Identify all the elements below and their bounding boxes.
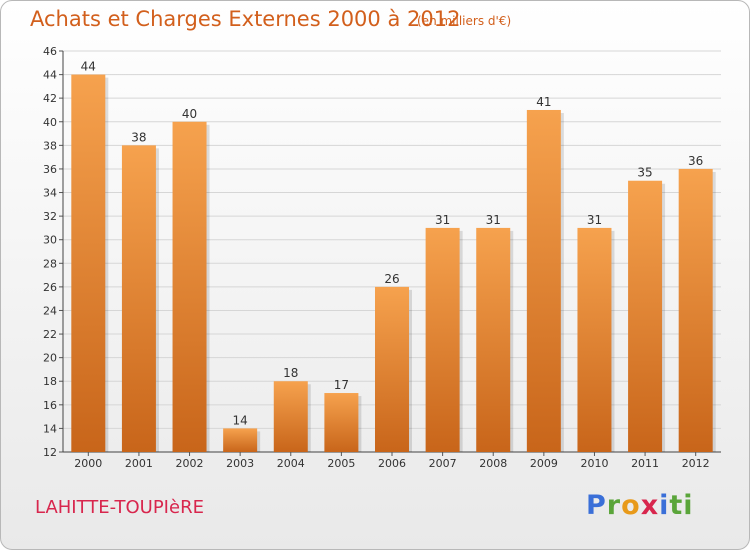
data-label: 36 <box>688 154 703 168</box>
x-tick-label: 2010 <box>580 457 608 470</box>
y-tick-label: 32 <box>43 210 57 223</box>
x-tick-label: 2000 <box>74 457 102 470</box>
bar <box>577 227 612 452</box>
location-label: LAHITTE-TOUPIèRE <box>35 497 204 518</box>
bar <box>71 74 106 453</box>
x-tick-label: 2002 <box>176 457 204 470</box>
chart-title: Achats et Charges Externes 2000 à 2012 <box>30 7 461 31</box>
y-tick-label: 26 <box>43 281 57 294</box>
data-label: 41 <box>536 95 551 109</box>
bar <box>678 168 713 453</box>
data-label: 18 <box>283 366 298 380</box>
data-label: 35 <box>637 166 652 180</box>
y-tick-label: 28 <box>43 257 57 270</box>
bar <box>172 121 207 452</box>
data-label: 14 <box>233 413 248 427</box>
x-tick-label: 2007 <box>429 457 457 470</box>
bar <box>324 393 359 452</box>
y-tick-label: 22 <box>43 328 57 341</box>
data-label: 38 <box>131 130 146 144</box>
x-tick-label: 2009 <box>530 457 558 470</box>
bar <box>476 227 511 452</box>
y-tick-label: 34 <box>43 187 57 200</box>
labels: 44 2000 38 2001 40 2002 14 2003 18 2004 17 2005 26 20… <box>74 60 709 470</box>
x-tick-label: 2005 <box>327 457 355 470</box>
x-tick-label: 2004 <box>277 457 305 470</box>
y-tick-label: 20 <box>43 352 57 365</box>
y-tick-label: 38 <box>43 139 57 152</box>
y-tick-label: 24 <box>43 304 57 317</box>
data-label: 31 <box>435 213 450 227</box>
data-label: 26 <box>384 272 399 286</box>
x-tick-label: 2001 <box>125 457 153 470</box>
bar <box>121 145 156 452</box>
x-tick-label: 2008 <box>479 457 507 470</box>
x-tick-label: 2011 <box>631 457 659 470</box>
bar <box>273 381 308 452</box>
x-tick-label: 2003 <box>226 457 254 470</box>
proxiti-logo: Proxiti <box>586 490 694 521</box>
bars <box>71 74 716 453</box>
y-tick-label: 36 <box>43 163 57 176</box>
y-tick-label: 16 <box>43 399 57 412</box>
y-tick-label: 14 <box>43 422 57 435</box>
data-label: 31 <box>587 213 602 227</box>
x-tick-label: 2006 <box>378 457 406 470</box>
y-tick-label: 44 <box>43 69 57 82</box>
bar <box>375 286 409 452</box>
x-tick-label: 2012 <box>682 457 710 470</box>
y-tick-label: 40 <box>43 116 57 129</box>
y-tick-label: 46 <box>43 45 57 58</box>
y-tick-label: 12 <box>43 446 57 459</box>
y-tick-label: 42 <box>43 92 57 105</box>
data-label: 44 <box>81 60 96 74</box>
chart-unit: (en milliers d'€) <box>417 14 512 28</box>
bar <box>628 180 663 452</box>
bar <box>526 109 561 453</box>
y-tick-label: 30 <box>43 234 57 247</box>
data-label: 40 <box>182 107 197 121</box>
bar <box>425 227 460 452</box>
data-label: 17 <box>334 378 349 392</box>
y-tick-label: 18 <box>43 375 57 388</box>
bar <box>223 428 258 452</box>
data-label: 31 <box>486 213 501 227</box>
